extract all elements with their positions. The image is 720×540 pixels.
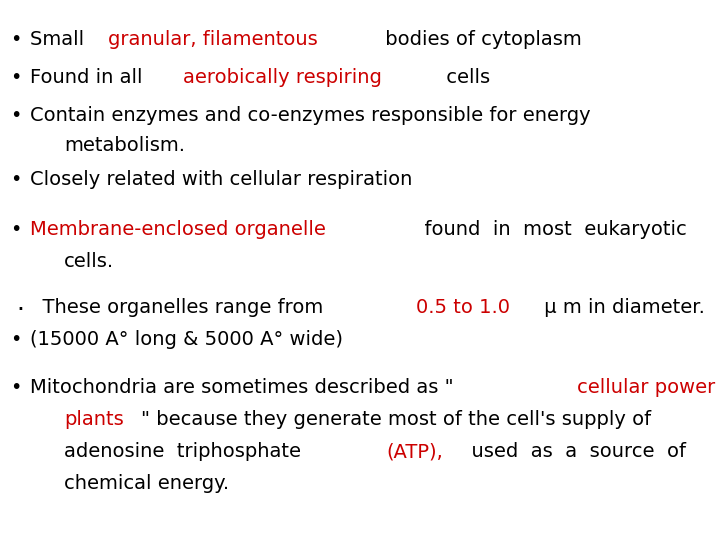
Text: adenosine  triphosphate: adenosine triphosphate xyxy=(64,442,313,461)
Text: •: • xyxy=(10,106,22,125)
Text: (15000 A° long & 5000 A° wide): (15000 A° long & 5000 A° wide) xyxy=(30,330,343,349)
Text: bodies of cytoplasm: bodies of cytoplasm xyxy=(379,30,581,49)
Text: aerobically respiring: aerobically respiring xyxy=(183,68,382,87)
Text: metabolism.: metabolism. xyxy=(64,136,185,155)
Text: cellular power: cellular power xyxy=(577,378,715,397)
Text: 0.5 to 1.0: 0.5 to 1.0 xyxy=(416,298,510,317)
Text: Contain enzymes and co-enzymes responsible for energy: Contain enzymes and co-enzymes responsib… xyxy=(30,106,590,125)
Text: Found in all: Found in all xyxy=(30,68,149,87)
Text: used  as  a  source  of: used as a source of xyxy=(459,442,686,461)
Text: Mitochondria are sometimes described as ": Mitochondria are sometimes described as … xyxy=(30,378,454,397)
Text: •: • xyxy=(10,378,22,397)
Text: cells: cells xyxy=(440,68,490,87)
Text: ·: · xyxy=(16,298,24,322)
Text: •: • xyxy=(10,330,22,349)
Text: These organelles range from: These organelles range from xyxy=(30,298,330,317)
Text: •: • xyxy=(10,170,22,189)
Text: (ATP),: (ATP), xyxy=(386,442,443,461)
Text: •: • xyxy=(10,68,22,87)
Text: Closely related with cellular respiration: Closely related with cellular respiratio… xyxy=(30,170,413,189)
Text: chemical energy.: chemical energy. xyxy=(64,474,229,493)
Text: Small: Small xyxy=(30,30,91,49)
Text: granular, filamentous: granular, filamentous xyxy=(108,30,318,49)
Text: •: • xyxy=(10,30,22,49)
Text: cells.: cells. xyxy=(64,252,114,271)
Text: μ m in diameter.: μ m in diameter. xyxy=(538,298,705,317)
Text: Membrane-enclosed organelle: Membrane-enclosed organelle xyxy=(30,220,326,239)
Text: plants: plants xyxy=(64,410,124,429)
Text: found  in  most  eukaryotic: found in most eukaryotic xyxy=(412,220,687,239)
Text: •: • xyxy=(10,220,22,239)
Text: " because they generate most of the cell's supply of: " because they generate most of the cell… xyxy=(141,410,651,429)
